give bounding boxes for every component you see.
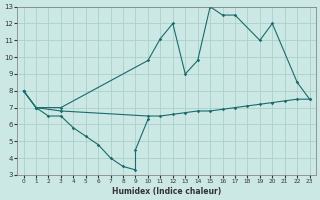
X-axis label: Humidex (Indice chaleur): Humidex (Indice chaleur) [112, 187, 221, 196]
